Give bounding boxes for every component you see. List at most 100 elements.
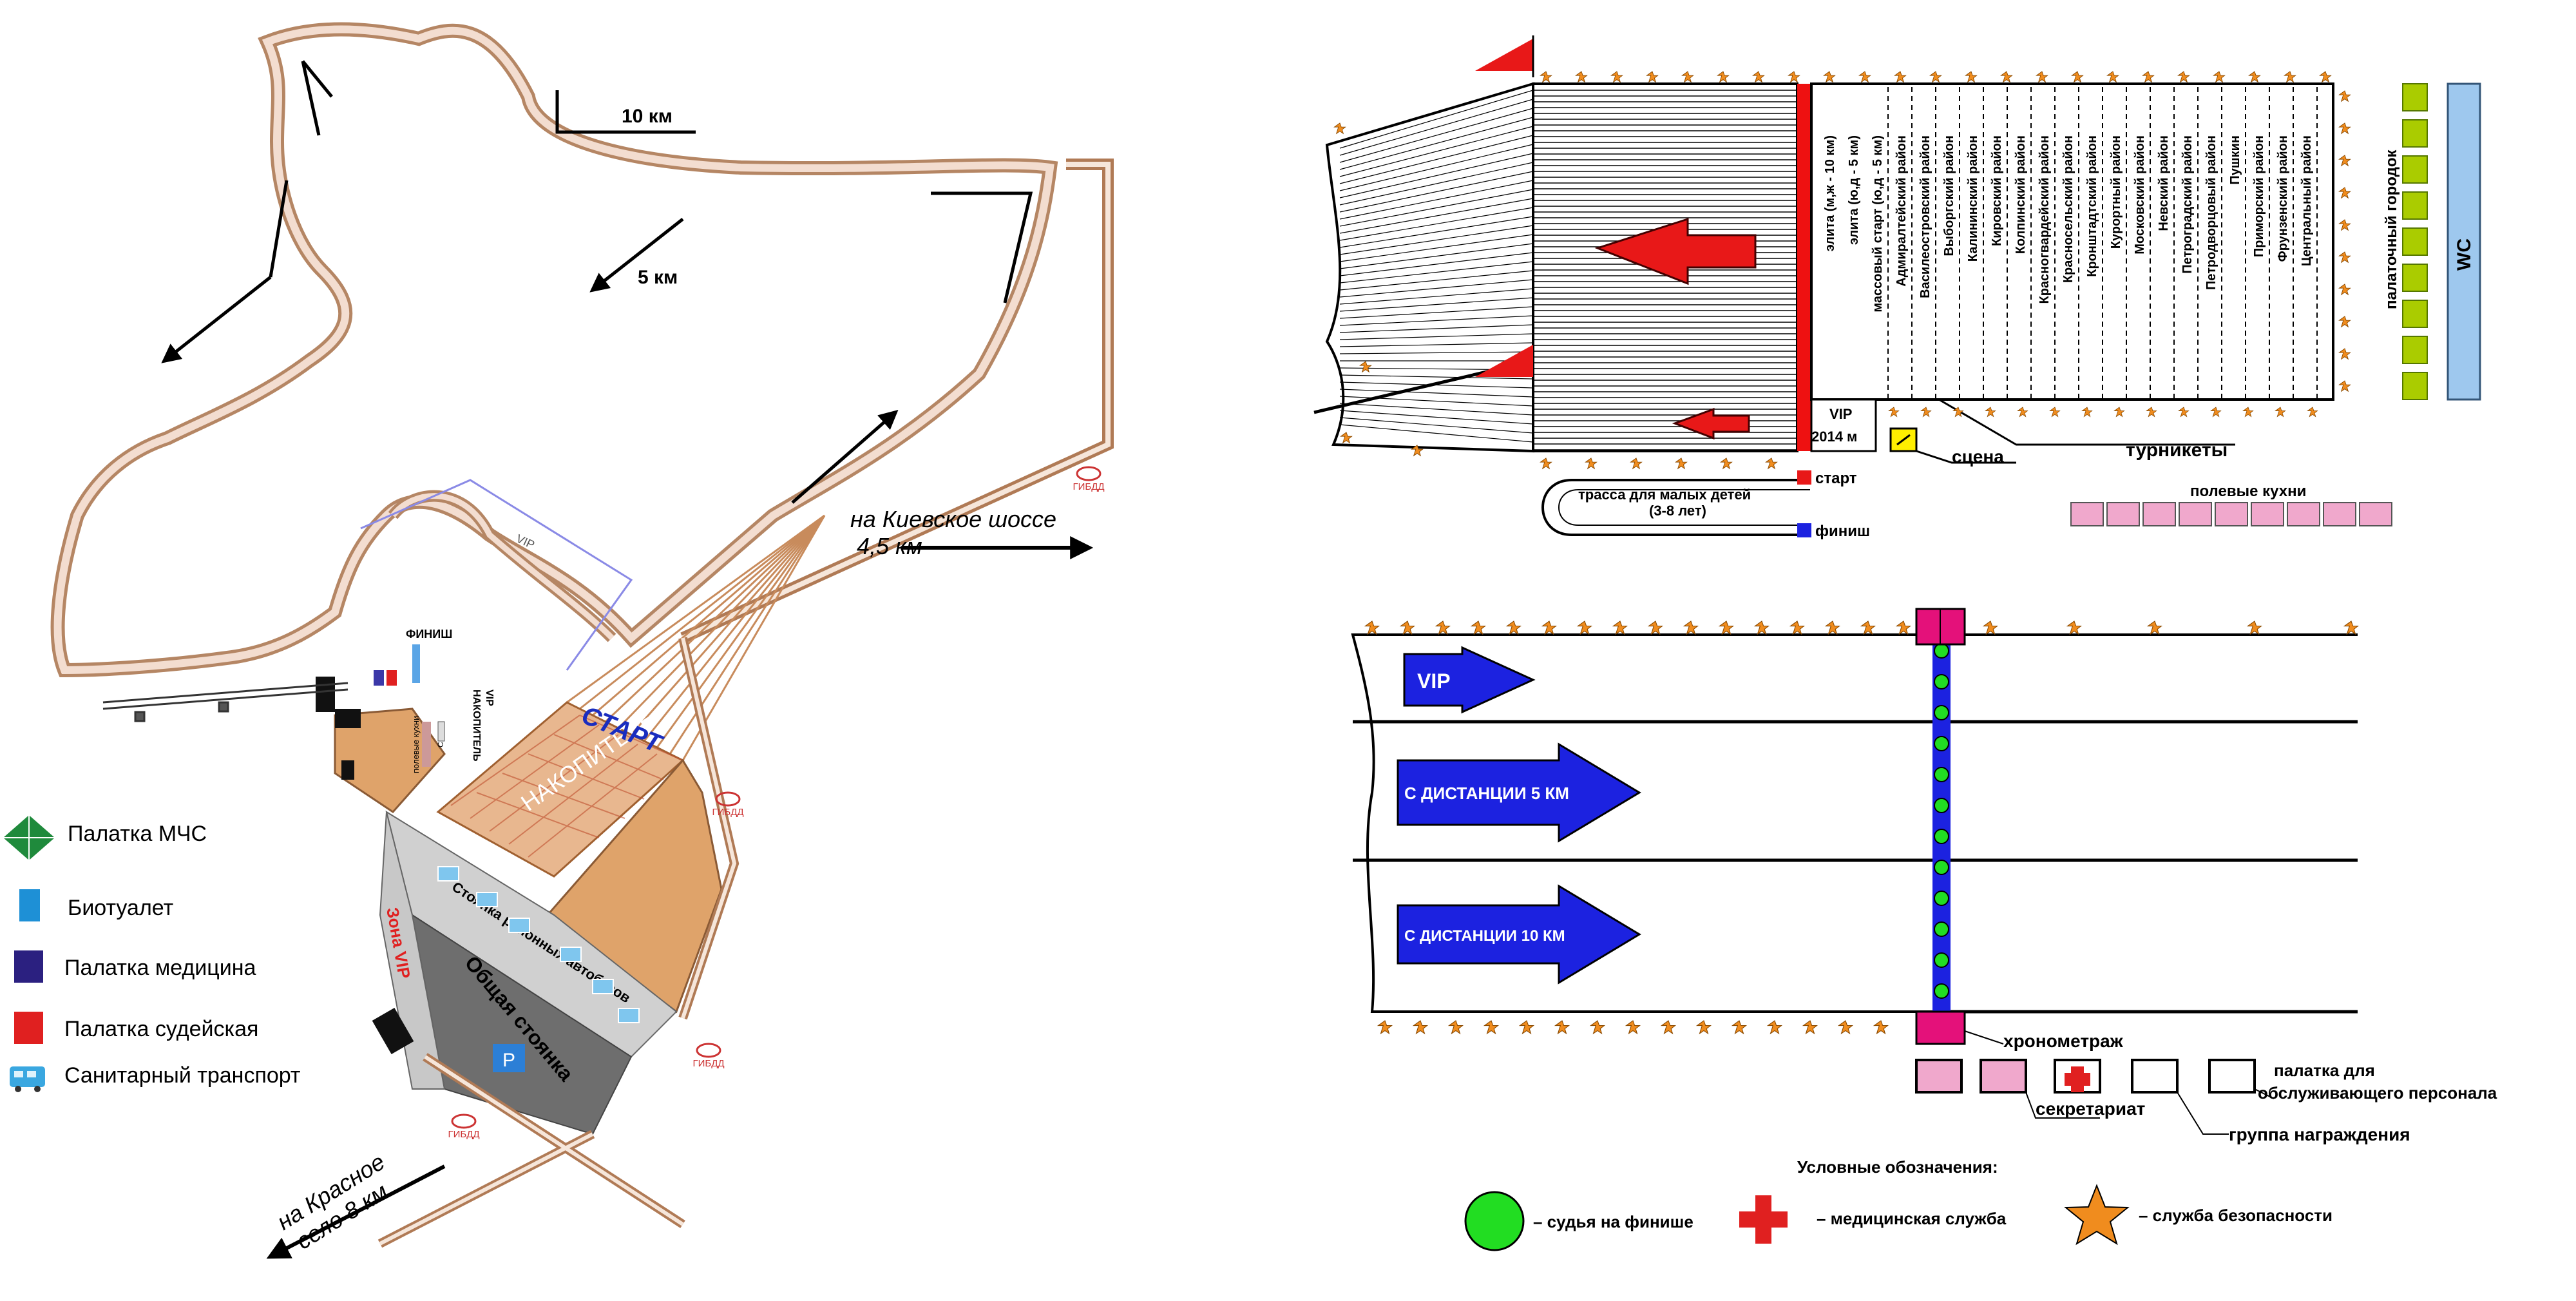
- security-star: [1920, 407, 1932, 417]
- security-star: [1646, 71, 1659, 82]
- blue-square-icon: [19, 889, 40, 921]
- security-star: [1413, 1020, 1427, 1034]
- security-star: [2081, 407, 2093, 417]
- km5-label: 5 км: [638, 267, 678, 288]
- security-star: [1823, 71, 1836, 82]
- security-star: [1888, 407, 1900, 417]
- finish-judge-dot: [1934, 767, 1949, 782]
- tent-town-label: палаточный городок: [2383, 149, 2400, 309]
- security-star: [1826, 621, 1840, 635]
- tent: [2402, 300, 2428, 328]
- accumulator-area: [436, 701, 685, 878]
- security-star: [2017, 407, 2028, 417]
- accumulator-top-label: НАКОПИТЕЛЬ: [471, 689, 482, 762]
- corral-label: Курортный район: [2109, 135, 2123, 249]
- funnel-line: [1339, 252, 1534, 276]
- security-star: [1575, 71, 1588, 82]
- security-star: [2213, 71, 2226, 82]
- finish-judge-dot: [1934, 643, 1949, 659]
- legend-item-toilet: Биотуалет: [19, 889, 173, 921]
- security-star: [2338, 155, 2351, 166]
- orange-star-icon: [2064, 1184, 2130, 1246]
- funnel-line: [1339, 126, 1534, 177]
- funnel-line: [1339, 333, 1534, 340]
- legend-judges-label: Палатка судейская: [64, 1017, 258, 1041]
- security-star: [1449, 1020, 1463, 1034]
- security-star: [1790, 621, 1804, 635]
- funnel-line: [1339, 270, 1534, 291]
- funnel-line: [1339, 234, 1534, 262]
- legend-mchs-label: Палатка МЧС: [68, 822, 207, 846]
- security-star: [2210, 407, 2222, 417]
- security-star: [1648, 621, 1663, 635]
- funnel-line: [1339, 417, 1534, 434]
- kitchen-tent: [2215, 502, 2248, 526]
- security-star: [2338, 251, 2351, 263]
- security-star: [1697, 1020, 1711, 1034]
- medical-cross-icon: [2065, 1066, 2090, 1092]
- funnel-line: [1339, 374, 1534, 380]
- wc-block: [2447, 82, 2481, 401]
- corral-dividers: [1887, 87, 2318, 400]
- corral-label: Кронштадтский район: [2085, 135, 2099, 277]
- security-star: [1613, 621, 1627, 635]
- timing-bottom: [1915, 1010, 1966, 1045]
- wc-label: WC: [2454, 238, 2475, 271]
- funnel-line: [1339, 351, 1534, 354]
- security-star: [1755, 621, 1769, 635]
- funnel-line: [1339, 108, 1534, 163]
- arrow-10km-label: С ДИСТАНЦИИ 10 КМ: [1404, 927, 1565, 945]
- secretariat-label: секретариат: [2036, 1099, 2145, 1119]
- corral-label: Пушкин: [2228, 135, 2242, 185]
- turnstiles-label: турникеты: [2126, 439, 2228, 461]
- corral-label: Центральный район: [2300, 135, 2314, 266]
- finish-tents: секретариат группа награждения палатка д…: [1915, 1059, 2497, 1144]
- security-star: [1578, 621, 1592, 635]
- funnel-line: [1339, 171, 1534, 213]
- corral-label: Московский район: [2133, 135, 2147, 255]
- kids-age-label: (3-8 лет): [1649, 503, 1706, 519]
- funnel-line: [1339, 324, 1534, 333]
- security-star: [1520, 1020, 1534, 1034]
- field-kitchens-label: полевые кухни: [2190, 483, 2306, 500]
- awards-label: группа награждения: [2229, 1124, 2410, 1144]
- corral-label: массовый старт (ю,д - 5 км): [1871, 135, 1885, 313]
- course-arrows: [164, 60, 1033, 504]
- tent: [2402, 119, 2428, 148]
- legend-judge-label: – судья на финише: [1533, 1212, 1693, 1231]
- start-area-lines: [1533, 90, 1797, 450]
- legend-item-ambulance: Санитарный транспорт: [10, 1063, 301, 1092]
- security-star: [1861, 621, 1875, 635]
- kids-finish-label: финиш: [1815, 523, 1870, 540]
- legend-medical-label: – медицинская служба: [1817, 1209, 2007, 1228]
- finish-judge-dot: [1934, 736, 1949, 751]
- arrow-5km: [1397, 742, 1641, 843]
- arrow-10km: [1397, 884, 1641, 985]
- vip-zone: [379, 811, 446, 1090]
- security-star: [1985, 407, 1996, 417]
- security-star: [1874, 1020, 1888, 1034]
- red-cross-icon: [1739, 1195, 1788, 1244]
- awards-tent: [2131, 1059, 2179, 1094]
- corral-labels: элита (м,ж - 10 км) элита (ю,д - 5 км) мас…: [1823, 135, 2314, 313]
- vip-path: [360, 479, 633, 671]
- corral-label: элита (м,ж - 10 км): [1823, 135, 1837, 251]
- security-star: [1333, 122, 1346, 134]
- funnel-line: [1339, 180, 1534, 220]
- security-star: [2338, 316, 2351, 327]
- tent: [2402, 227, 2428, 256]
- security-star: [2106, 71, 2119, 82]
- funnel-line: [1339, 117, 1534, 170]
- kitchen-tent: [2323, 502, 2356, 526]
- funnel-line: [1339, 198, 1534, 234]
- kitchen-tent: [2179, 502, 2212, 526]
- security-star: [1542, 621, 1556, 635]
- finish-dividers: [1353, 720, 2358, 1014]
- security-star: [2113, 407, 2125, 417]
- gibdd-3: ГИБДД: [692, 1058, 724, 1069]
- security-star: [1400, 621, 1415, 635]
- finish-zone: VIP С ДИСТАНЦИИ 5 КМ С ДИСТАНЦИИ 10 КМ х…: [1351, 608, 2497, 1144]
- tent: [2402, 155, 2428, 184]
- start-year-label: 2014 м: [1811, 429, 1857, 445]
- security-star: [1555, 1020, 1569, 1034]
